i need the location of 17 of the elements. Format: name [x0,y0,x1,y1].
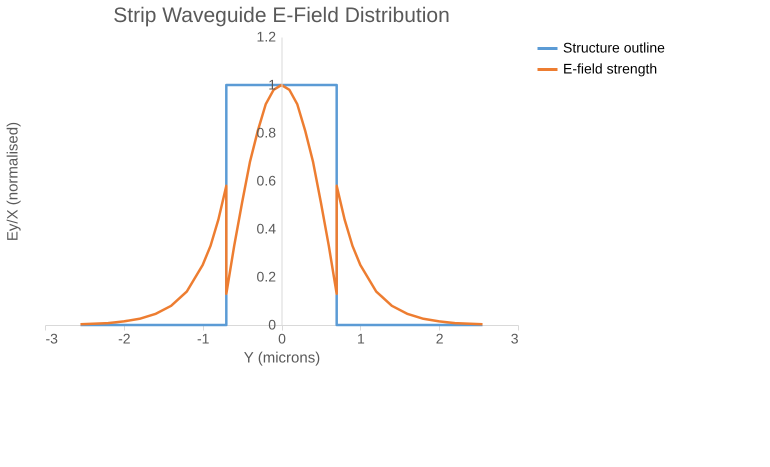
y-tick-label: 0 [268,316,276,332]
x-tick-label: 0 [278,330,286,346]
x-tick-label: 3 [510,330,519,346]
y-tick-label: 0.4 [256,220,276,236]
legend-label: Structure outline [563,40,666,56]
x-tick-label: -3 [46,330,58,346]
x-tick-label: -1 [196,330,210,346]
y-tick-label: 1.2 [256,28,276,44]
x-tick-label: -2 [118,330,131,346]
y-tick-label: 0.6 [256,172,276,188]
chart-title: Strip Waveguide E-Field Distribution [113,4,450,27]
x-tick-label: 2 [436,330,444,346]
x-axis-title: Y (microns) [244,350,320,366]
x-tick-label: 1 [356,330,365,346]
y-axis-title: Ey/X (normalised) [4,122,22,242]
legend-label: E-field strength [563,60,658,76]
y-tick-label: 0.2 [256,268,276,284]
